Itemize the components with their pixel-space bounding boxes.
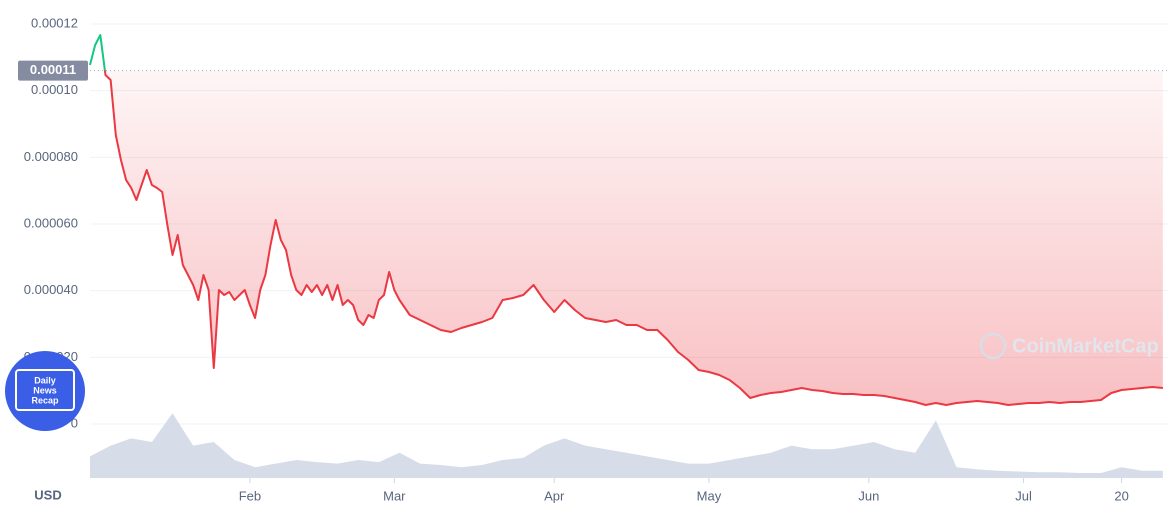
y-tick-label: 0: [71, 415, 78, 430]
badge-text: Recap: [31, 395, 59, 405]
price-area: [90, 70, 1163, 405]
badge-frame: [15, 369, 75, 411]
x-tick-label: Jul: [1015, 488, 1032, 503]
y-tick-label: 0.00012: [31, 15, 78, 30]
y-tick-label: 0.000080: [24, 149, 78, 164]
y-tick-label: 0.000040: [24, 282, 78, 297]
currency-label: USD: [34, 487, 61, 502]
price-line: [89, 34, 1163, 406]
watermark: CoinMarketCap: [1012, 335, 1159, 357]
badge-text: News: [33, 385, 57, 395]
current-price-box: [18, 60, 88, 81]
watermark-logo: [979, 332, 1007, 360]
x-tick-label: 20: [1114, 488, 1128, 503]
x-tick-label: Apr: [544, 488, 565, 503]
x-tick-label: May: [697, 488, 722, 503]
current-price-label: 0.00011: [30, 62, 76, 77]
badge-text: Daily: [34, 375, 56, 385]
volume-area: [90, 413, 1163, 478]
y-tick-label: 0.000060: [24, 215, 78, 230]
x-tick-label: Feb: [239, 488, 261, 503]
x-tick-label: Mar: [383, 488, 406, 503]
x-tick-label: Jun: [858, 488, 879, 503]
y-tick-label: 0.00010: [31, 82, 78, 97]
